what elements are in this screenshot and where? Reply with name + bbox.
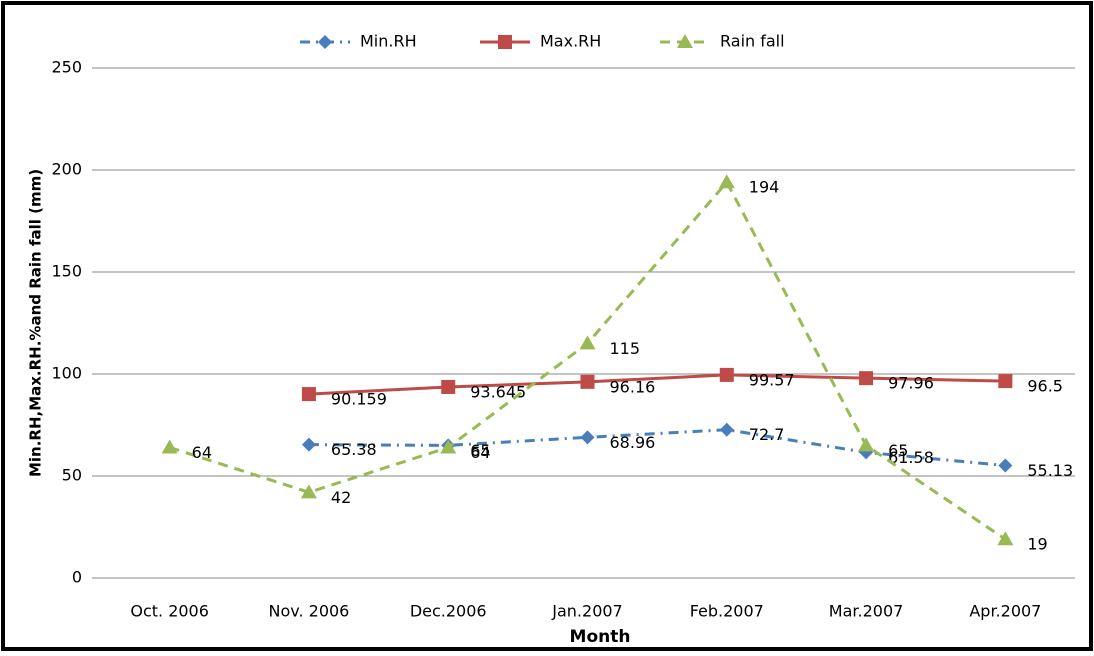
data-label: 115 xyxy=(610,339,641,358)
y-tick-label: 0 xyxy=(72,568,82,587)
marker xyxy=(997,531,1014,546)
data-label: 65.38 xyxy=(331,440,377,459)
marker xyxy=(440,439,457,454)
legend-label: Max.RH xyxy=(540,32,601,51)
series-line xyxy=(308,428,1006,468)
marker xyxy=(998,458,1013,473)
x-tick-label: Oct. 2006 xyxy=(130,602,209,621)
data-label: 65 xyxy=(470,441,490,460)
data-label: 42 xyxy=(331,488,351,507)
marker xyxy=(858,437,875,452)
data-label: 90.159 xyxy=(331,390,387,409)
data-label: 93.645 xyxy=(470,382,526,401)
legend: Min.RH Max.RH Rain fall xyxy=(300,32,785,51)
marker xyxy=(580,374,595,389)
data-label: 61.58 xyxy=(888,448,934,467)
data-label: 99.57 xyxy=(749,370,795,389)
data-label: 96.5 xyxy=(1027,377,1063,396)
y-axis-label: Min.RH,Max.RH.%and Rain fall (mm) xyxy=(27,169,45,477)
data-label: 72.7 xyxy=(749,425,785,444)
marker xyxy=(579,335,596,350)
x-tick-label: Feb.2007 xyxy=(690,602,764,621)
marker xyxy=(441,379,456,394)
x-tick-label: Mar.2007 xyxy=(829,602,904,621)
data-label: 19 xyxy=(1027,535,1047,554)
x-axis-label: Month xyxy=(570,627,631,647)
x-tick-label: Apr.2007 xyxy=(969,602,1041,621)
series-line xyxy=(308,373,1006,396)
y-tick-label: 100 xyxy=(51,364,82,383)
data-label: 97.96 xyxy=(888,374,934,393)
legend-label: Min.RH xyxy=(360,32,417,51)
y-tick-label: 250 xyxy=(51,58,82,77)
marker xyxy=(998,374,1013,389)
y-tick-label: 50 xyxy=(62,466,82,485)
legend-label: Rain fall xyxy=(720,32,785,51)
y-tick-label: 200 xyxy=(51,160,82,179)
marker xyxy=(300,484,317,499)
y-tick-label: 150 xyxy=(51,262,82,281)
marker xyxy=(498,35,512,49)
data-label: 68.96 xyxy=(610,433,656,452)
marker xyxy=(859,371,874,386)
data-label: 65 xyxy=(888,441,908,460)
marker xyxy=(301,437,316,452)
marker xyxy=(677,34,693,48)
data-label: 96.16 xyxy=(610,377,656,396)
marker xyxy=(318,35,332,49)
x-tick-label: Dec.2006 xyxy=(410,602,487,621)
marker xyxy=(719,367,734,382)
marker xyxy=(719,422,734,437)
data-label: 64 xyxy=(192,443,212,462)
data-label: 64 xyxy=(470,443,490,462)
series-line xyxy=(169,179,1007,541)
data-label: 55.13 xyxy=(1027,461,1073,480)
marker xyxy=(301,387,316,402)
marker xyxy=(718,174,735,189)
x-tick-label: Nov. 2006 xyxy=(268,602,349,621)
x-tick-label: Jan.2007 xyxy=(551,602,622,621)
marker xyxy=(580,430,595,445)
data-label: 194 xyxy=(749,178,780,197)
marker xyxy=(161,439,178,454)
